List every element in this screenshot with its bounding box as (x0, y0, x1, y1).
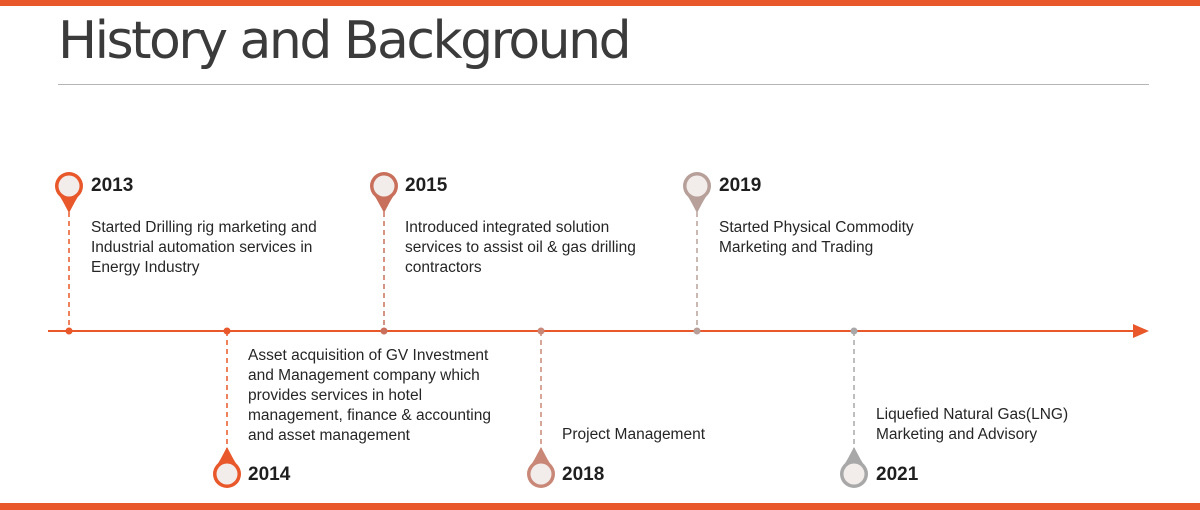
pin-center-2021 (843, 463, 865, 485)
milestone-desc-2018: Project Management (562, 425, 705, 445)
milestone-text-line: provides services in hotel (248, 387, 423, 404)
milestone-text-line: and asset management (248, 427, 410, 444)
axis-dot-2021 (850, 327, 858, 335)
milestone-text-line: Industrial automation services in (91, 239, 313, 256)
pin-center-2019 (686, 175, 708, 197)
axis-dot-2018 (537, 327, 545, 335)
milestone-desc-2014: Asset acquisition of GV Investment and M… (248, 346, 491, 446)
axis-dot-2019 (693, 327, 701, 335)
page-title: History and Background (58, 11, 632, 71)
milestone-text-line: Started Drilling rig marketing and (91, 219, 317, 236)
milestone-desc-2021: Liquefied Natural Gas(LNG) Marketing and… (876, 405, 1068, 445)
milestone-markers (55, 172, 868, 488)
milestone-text-line: Liquefied Natural Gas(LNG) (876, 406, 1069, 423)
milestone-text-line: Started Physical Commodity (719, 219, 914, 236)
milestone-year-2014: 2014 (248, 464, 291, 485)
milestone-text-line: Project Management (562, 426, 706, 443)
milestone-desc-2019: Started Physical Commodity Marketing and… (719, 218, 914, 258)
milestone-text-line: Introduced integrated solution (405, 219, 610, 236)
milestone-text-line: services to assist oil & gas drilling (405, 239, 636, 256)
pin-center-2013 (58, 175, 80, 197)
pin-center-2015 (373, 175, 395, 197)
milestone-text-line: contractors (405, 259, 482, 276)
pin-center-2018 (530, 463, 552, 485)
timeline-arrowhead (1133, 324, 1149, 338)
bottom-accent-bar (0, 503, 1200, 510)
milestone-text-line: Asset acquisition of GV Investment (248, 347, 489, 364)
pin-center-2014 (216, 463, 238, 485)
milestone-year-2019: 2019 (719, 175, 762, 196)
milestone-desc-2013: Started Drilling rig marketing and Indus… (91, 218, 317, 278)
axis-dot-2013 (65, 327, 73, 335)
milestone-year-2021: 2021 (876, 464, 919, 485)
milestone-year-2018: 2018 (562, 464, 605, 485)
top-accent-bar (0, 0, 1200, 6)
axis-dot-2015 (380, 327, 388, 335)
title-divider (58, 84, 1149, 85)
milestone-text-line: management, finance & accounting (248, 407, 491, 424)
milestone-text-line: Marketing and Advisory (876, 426, 1038, 443)
axis-dot-2014 (223, 327, 231, 335)
milestone-text-line: Energy Industry (91, 259, 200, 276)
milestone-text-line: Marketing and Trading (719, 239, 874, 256)
milestone-year-2015: 2015 (405, 175, 448, 196)
milestone-text-line: and Management company which (248, 367, 480, 384)
milestone-year-2013: 2013 (91, 175, 134, 196)
milestone-desc-2015: Introduced integrated solution services … (405, 218, 636, 278)
